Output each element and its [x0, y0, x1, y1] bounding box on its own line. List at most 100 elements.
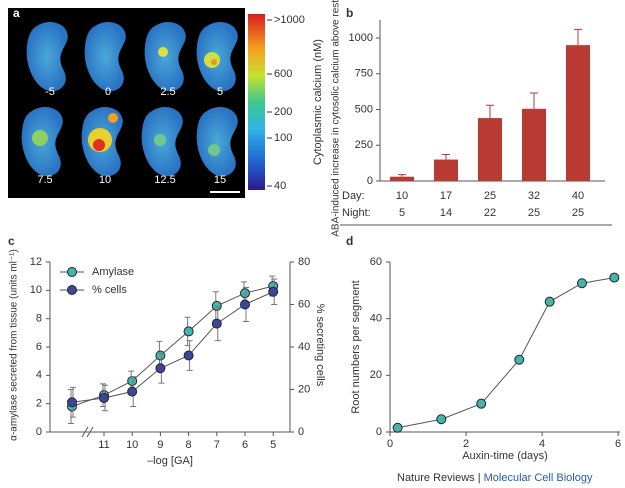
time-label: 2.5	[160, 86, 175, 98]
x-tick-label: 4	[539, 438, 545, 450]
footer: Nature Reviews | Molecular Cell Biology	[397, 472, 593, 484]
marker	[544, 296, 555, 307]
y-tick-label: 500	[355, 103, 373, 115]
y-tick-label: 0	[36, 426, 42, 438]
x-tick-label: 11	[98, 439, 109, 451]
error-bar	[574, 28, 582, 46]
marker	[392, 422, 403, 433]
x-axis-label: –log [GA]	[147, 455, 193, 467]
marker	[240, 288, 250, 299]
x-tick-label: 2	[463, 438, 469, 450]
x-axis-label: Auxin-time (days)	[462, 450, 548, 462]
y-tick-label: 10	[30, 284, 42, 296]
y-axis-label: Root numbers per segment	[350, 280, 362, 413]
y2-tick-label: 20	[298, 383, 310, 395]
y-tick-label: 60	[370, 256, 382, 268]
legend-marker	[67, 267, 77, 277]
y-tick-label: 20	[370, 369, 382, 381]
table-cell: 17	[440, 190, 452, 202]
marker	[127, 386, 138, 397]
table-cell: 10	[396, 190, 408, 202]
y2-tick-label: 0	[298, 426, 304, 438]
time-label: -5	[45, 86, 55, 98]
table-cell: 40	[572, 190, 584, 202]
time-label: 10	[99, 174, 111, 186]
journal: Nature Reviews	[397, 472, 475, 484]
error-bar	[486, 104, 494, 119]
marker	[436, 414, 447, 425]
x-tick-label: 6	[615, 438, 621, 450]
panel-a-image	[8, 8, 265, 198]
section: Molecular Cell Biology	[484, 472, 593, 484]
time-label: 5	[217, 86, 223, 98]
line	[71, 285, 274, 407]
y-tick-label: 40	[370, 313, 382, 325]
panel-letter: b	[346, 6, 353, 20]
table-row-label: Night:	[342, 207, 371, 219]
y2-tick-label: 40	[298, 341, 310, 353]
marker	[476, 398, 487, 409]
error-bar	[442, 154, 450, 160]
y-tick-label: 4	[36, 369, 42, 381]
x-tick-label: 0	[387, 438, 393, 450]
x-tick-label: 6	[242, 439, 248, 451]
x-tick-label: 10	[126, 439, 138, 451]
marker	[211, 300, 222, 311]
marker	[609, 272, 620, 283]
y-axis-label: α-amylase secreted from tissue (units ml…	[9, 249, 20, 441]
legend-marker	[67, 285, 77, 295]
bar	[566, 45, 590, 182]
colorbar-tick-label: 600	[274, 68, 292, 80]
x-tick-label: 5	[270, 439, 276, 451]
colorbar-label: Cytoplasmic calcium (nM)	[312, 39, 324, 165]
panel-letter: d	[346, 234, 353, 248]
error-bar	[398, 174, 406, 177]
marker	[211, 318, 222, 329]
y-tick-label: 6	[36, 341, 42, 353]
colorbar-tick-label: 100	[274, 132, 292, 144]
marker	[514, 354, 525, 365]
table-cell: 5	[399, 207, 405, 219]
separator: |	[478, 472, 481, 484]
y-axis-label: ABA-induced increase in cytosolic calciu…	[331, 0, 342, 237]
marker	[240, 299, 250, 310]
x-tick-label: 9	[157, 439, 163, 451]
time-label: 7.5	[37, 174, 52, 186]
table-cell: 32	[528, 190, 540, 202]
table-cell: 22	[484, 207, 496, 219]
table-cell: 25	[528, 207, 540, 219]
time-label: 12.5	[154, 174, 175, 186]
bar	[478, 118, 502, 181]
y-tick-label: 750	[355, 68, 373, 80]
marker	[183, 350, 194, 361]
legend-label: % cells	[92, 284, 127, 296]
y-tick-label: 2	[36, 398, 42, 410]
marker	[67, 397, 77, 408]
y-tick-label: 250	[355, 139, 373, 151]
panel-letter: c	[8, 234, 15, 248]
y-tick-label: 8	[36, 313, 42, 325]
y-tick-label: 12	[30, 256, 42, 268]
bar	[434, 159, 458, 181]
colorbar-tick-label: 40	[274, 180, 286, 192]
y2-axis-label: % secreting cells	[314, 304, 326, 387]
marker	[268, 286, 279, 297]
error-bar	[530, 92, 538, 109]
marker	[155, 350, 166, 361]
line	[397, 277, 615, 429]
marker	[155, 363, 166, 374]
legend-label: Amylase	[92, 266, 134, 278]
x-tick-label: 8	[186, 439, 192, 451]
table-row-label: Day:	[342, 190, 365, 202]
colorbar-tick-label: 200	[274, 106, 292, 118]
bar	[522, 108, 546, 181]
y-tick-label: 0	[367, 175, 373, 187]
panel-letter: a	[13, 6, 20, 20]
marker	[127, 376, 138, 386]
bar	[390, 176, 414, 181]
y-tick-label: 0	[376, 426, 382, 438]
time-label: 15	[214, 174, 226, 186]
marker	[99, 393, 109, 403]
y-tick-label: 1000	[349, 32, 373, 44]
